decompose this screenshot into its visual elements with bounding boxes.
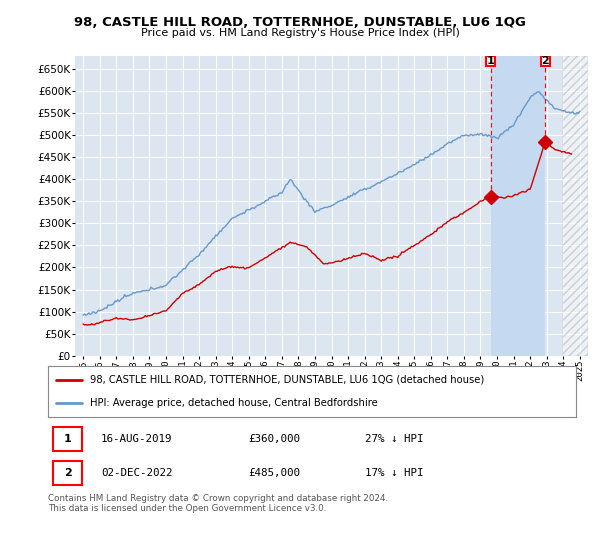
FancyBboxPatch shape [486,56,496,66]
Text: Contains HM Land Registry data © Crown copyright and database right 2024.
This d: Contains HM Land Registry data © Crown c… [48,494,388,514]
Text: 1: 1 [64,434,71,444]
Text: £360,000: £360,000 [248,434,301,444]
Text: 27% ↓ HPI: 27% ↓ HPI [365,434,424,444]
FancyBboxPatch shape [53,427,82,451]
Text: 2: 2 [541,56,549,66]
FancyBboxPatch shape [541,56,550,66]
Text: 17% ↓ HPI: 17% ↓ HPI [365,468,424,478]
Text: 02-DEC-2022: 02-DEC-2022 [101,468,172,478]
Text: Price paid vs. HM Land Registry's House Price Index (HPI): Price paid vs. HM Land Registry's House … [140,28,460,38]
Text: 98, CASTLE HILL ROAD, TOTTERNHOE, DUNSTABLE, LU6 1QG: 98, CASTLE HILL ROAD, TOTTERNHOE, DUNSTA… [74,16,526,29]
Text: 1: 1 [487,56,494,66]
Text: £485,000: £485,000 [248,468,301,478]
FancyBboxPatch shape [53,461,82,485]
Text: 16-AUG-2019: 16-AUG-2019 [101,434,172,444]
Text: 2: 2 [64,468,71,478]
Text: 98, CASTLE HILL ROAD, TOTTERNHOE, DUNSTABLE, LU6 1QG (detached house): 98, CASTLE HILL ROAD, TOTTERNHOE, DUNSTA… [90,375,484,385]
Bar [491,56,545,356]
Bar [563,56,588,356]
Text: HPI: Average price, detached house, Central Bedfordshire: HPI: Average price, detached house, Cent… [90,398,378,408]
